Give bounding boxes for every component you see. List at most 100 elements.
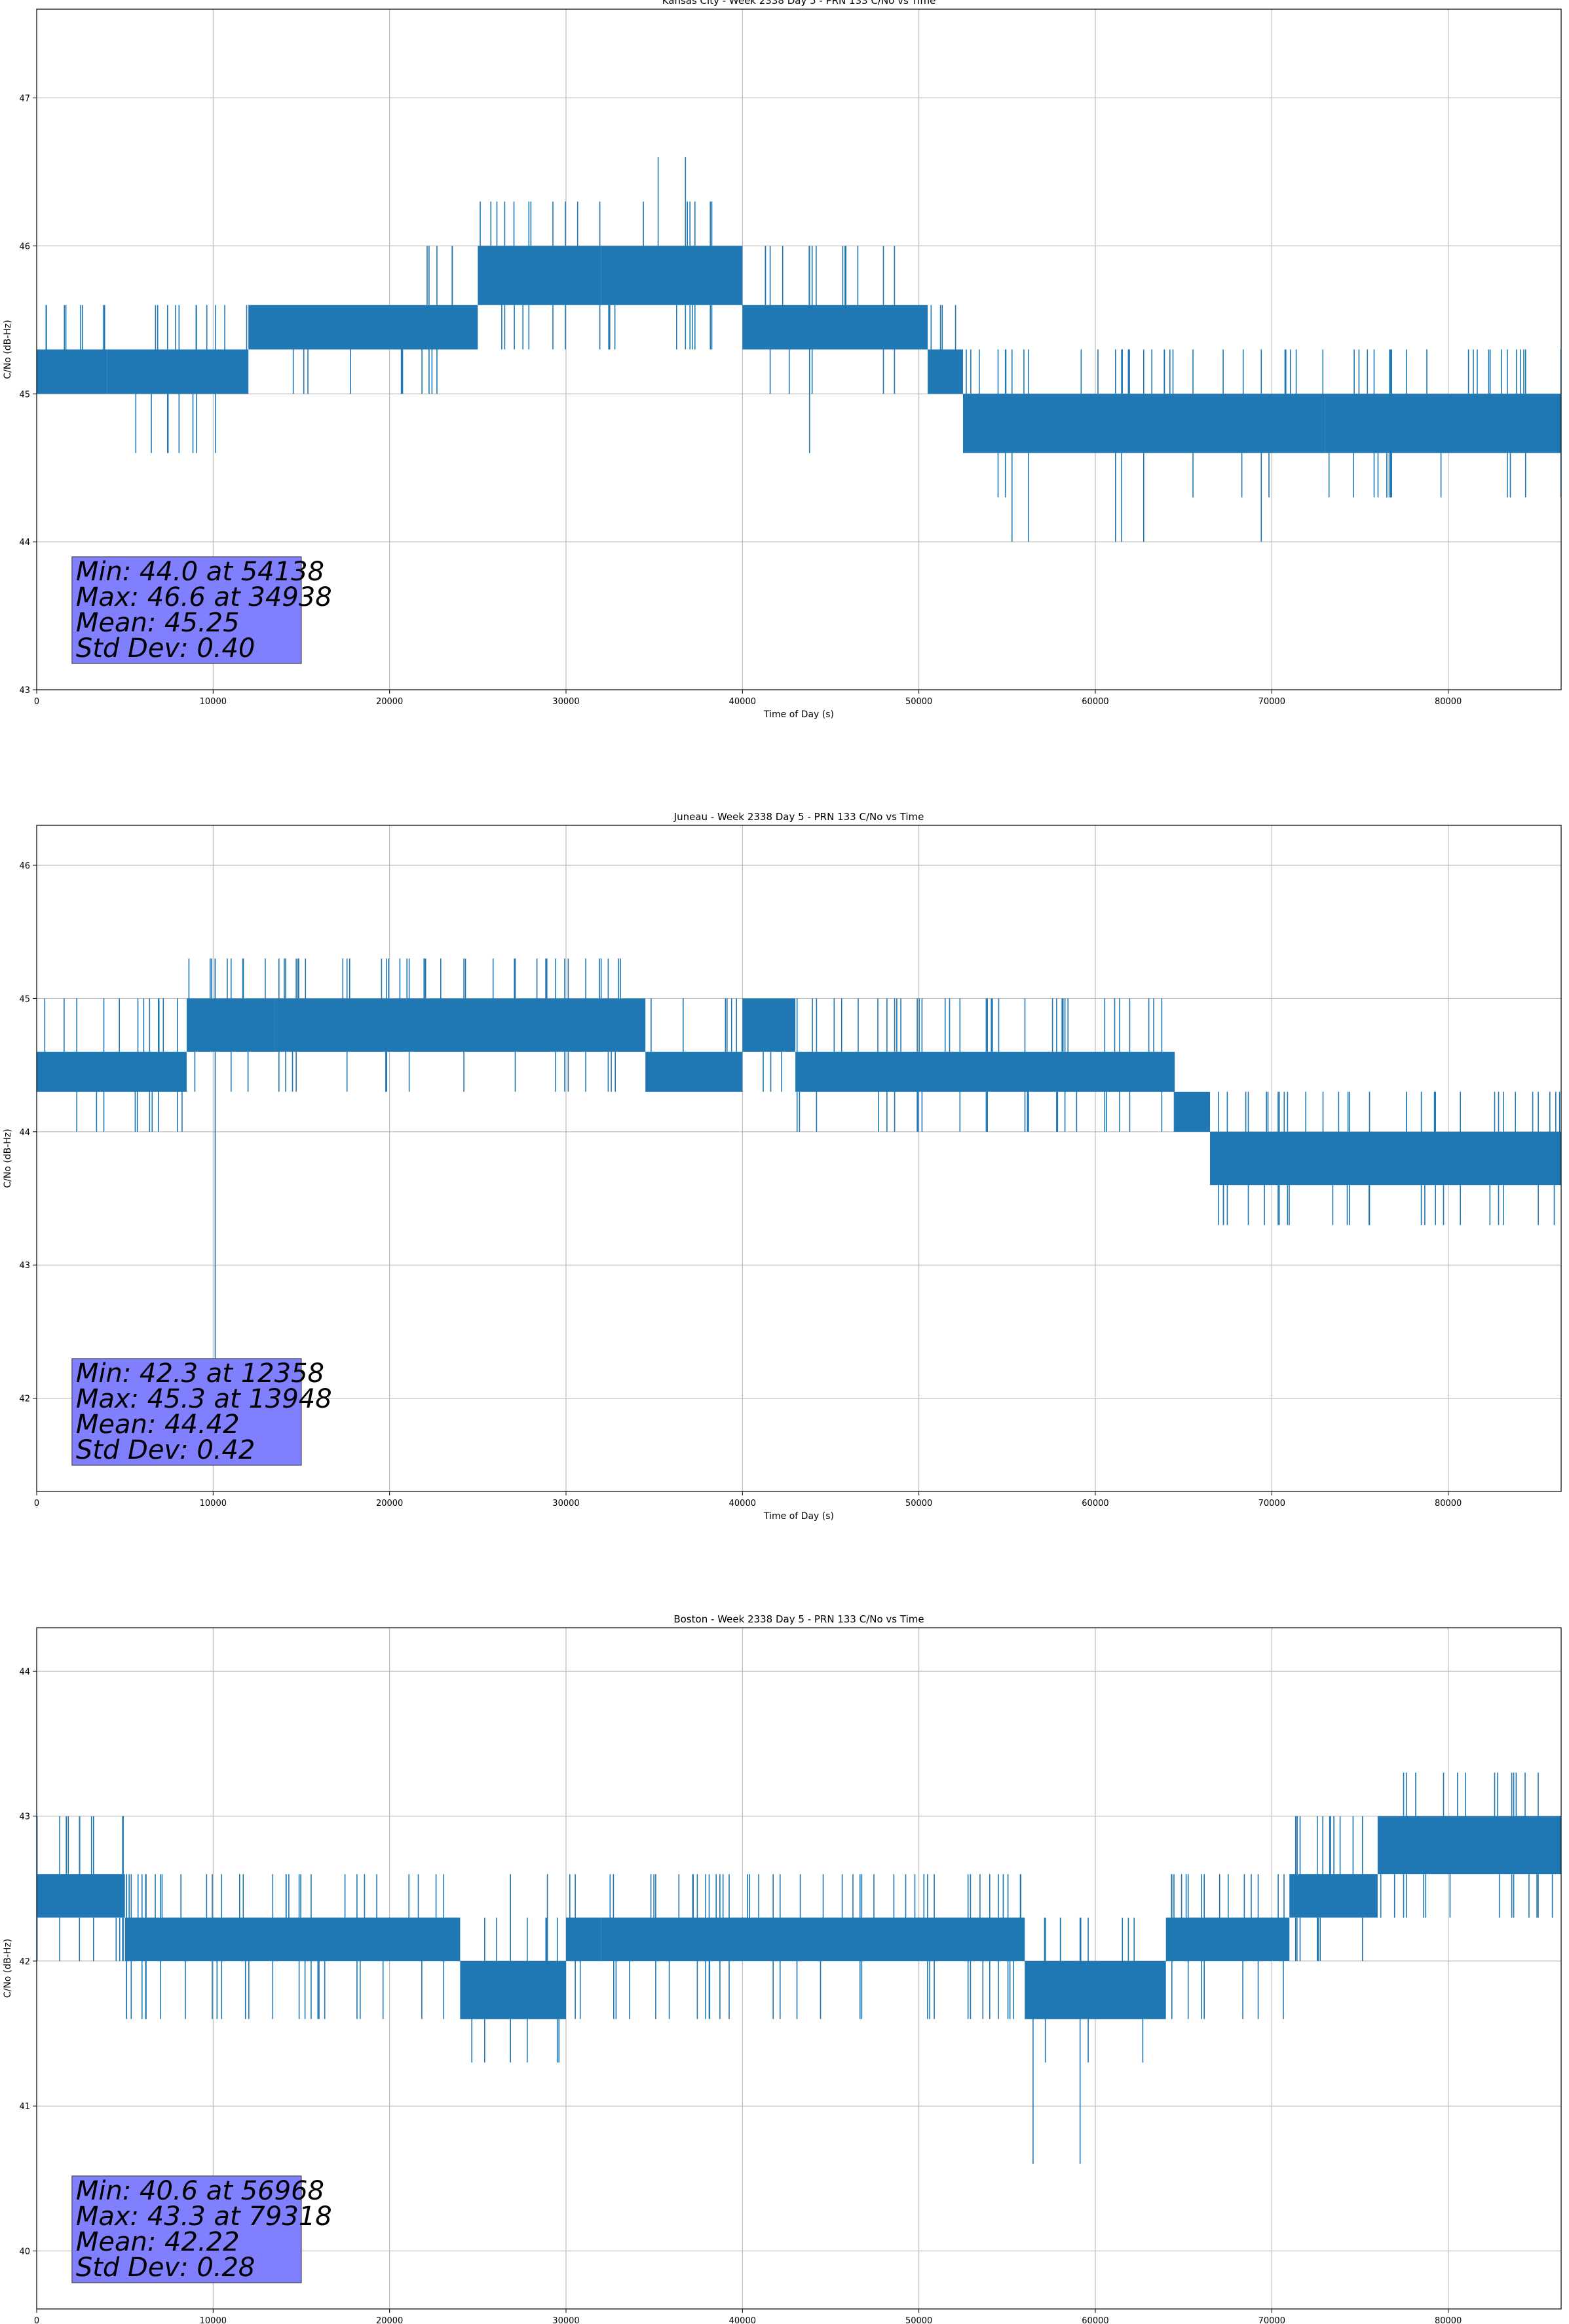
series-noise-1 bbox=[126, 1874, 445, 2019]
y-tick-label-4: 44 bbox=[19, 1667, 30, 1677]
series-line bbox=[37, 958, 1561, 1359]
stats-line-3: Mean: 44.42 bbox=[76, 1410, 240, 1440]
chart-panel-3: Boston - Week 2338 Day 5 - PRN 133 C/No … bbox=[3, 1613, 1562, 2324]
series-noise-2 bbox=[471, 1874, 559, 2063]
stats-line-4: Std Dev: 0.42 bbox=[76, 1435, 255, 1465]
stats-line-2: Max: 45.3 at 13948 bbox=[76, 1384, 332, 1414]
chart-title: Boston - Week 2338 Day 5 - PRN 133 C/No … bbox=[673, 1613, 924, 1625]
y-tick-label-4: 47 bbox=[19, 94, 30, 104]
series-band-3 bbox=[645, 1051, 743, 1092]
stats-line-3: Mean: 45.25 bbox=[76, 608, 240, 638]
x-tick-label-3: 30000 bbox=[552, 2316, 579, 2324]
series-noise-0 bbox=[45, 305, 105, 350]
series-band-7 bbox=[1289, 1874, 1378, 1918]
y-tick-label-4: 46 bbox=[19, 861, 30, 871]
series-noise-8 bbox=[930, 305, 956, 350]
series-band-0 bbox=[37, 1874, 125, 1918]
series-band-6 bbox=[1175, 1091, 1211, 1132]
series-line bbox=[37, 157, 1561, 542]
series-noise-9 bbox=[966, 349, 1324, 542]
x-tick-label-1: 10000 bbox=[200, 1499, 227, 1509]
x-tick-label-4: 40000 bbox=[729, 2316, 756, 2324]
y-tick-label-1: 44 bbox=[19, 538, 30, 548]
series-band-9 bbox=[962, 394, 1325, 453]
stats-box bbox=[71, 2175, 302, 2283]
series-noise-0 bbox=[44, 998, 183, 1132]
x-tick-label-0: 0 bbox=[34, 1499, 39, 1509]
stats-line-2: Max: 46.6 at 34938 bbox=[76, 582, 332, 612]
series-band-5 bbox=[601, 246, 690, 305]
series-band-4 bbox=[478, 246, 601, 305]
series-band-4 bbox=[601, 1917, 1025, 1961]
series-noise-5 bbox=[796, 998, 1175, 1132]
x-tick-label-5: 50000 bbox=[905, 697, 932, 707]
series-noise-3 bbox=[569, 1874, 581, 2019]
stats-box bbox=[71, 1358, 302, 1466]
x-tick-label-8: 80000 bbox=[1435, 697, 1462, 707]
series-band-8 bbox=[928, 349, 963, 394]
stats-box bbox=[71, 556, 302, 664]
stats-line-1: Min: 44.0 at 54138 bbox=[76, 557, 324, 587]
series-noise-3 bbox=[651, 998, 737, 1052]
x-tick-label-2: 20000 bbox=[376, 2316, 403, 2324]
x-tick-label-6: 60000 bbox=[1082, 697, 1108, 707]
x-tick-label-7: 70000 bbox=[1258, 2316, 1285, 2324]
x-tick-label-1: 10000 bbox=[200, 2316, 227, 2324]
series-band-8 bbox=[1377, 1816, 1561, 1875]
y-tick-label-2: 42 bbox=[19, 1957, 30, 1967]
series-noise-6 bbox=[1171, 1874, 1285, 2019]
y-tick-label-3: 46 bbox=[19, 242, 30, 252]
stats-line-1: Min: 40.6 at 56968 bbox=[76, 2176, 324, 2206]
series-band-1 bbox=[186, 998, 275, 1052]
series-band-5 bbox=[795, 1051, 1175, 1092]
series-band-7 bbox=[1210, 1131, 1561, 1186]
series-noise-7 bbox=[1295, 1816, 1363, 1961]
series-noise-8 bbox=[1380, 1772, 1553, 1918]
x-tick-label-7: 70000 bbox=[1258, 697, 1285, 707]
x-tick-label-5: 50000 bbox=[905, 2316, 932, 2324]
series-band-4 bbox=[742, 998, 796, 1052]
x-tick-label-6: 60000 bbox=[1082, 2316, 1108, 2324]
series-band-1 bbox=[124, 1917, 461, 1961]
x-tick-label-8: 80000 bbox=[1435, 1499, 1462, 1509]
x-tick-label-7: 70000 bbox=[1258, 1499, 1285, 1509]
series-noise-1 bbox=[188, 958, 266, 1359]
x-tick-label-8: 80000 bbox=[1435, 2316, 1462, 2324]
series-band-5 bbox=[1025, 1960, 1166, 2019]
series-noise-4 bbox=[480, 201, 601, 350]
series-noise-4 bbox=[609, 1874, 1021, 2019]
series-band-0 bbox=[37, 1051, 187, 1092]
chart-title: Juneau - Week 2338 Day 5 - PRN 133 C/No … bbox=[673, 811, 924, 823]
y-axis-label: C/No (dB-Hz) bbox=[3, 1129, 13, 1188]
y-tick-label-0: 43 bbox=[19, 686, 30, 696]
y-tick-label-0: 40 bbox=[19, 2247, 30, 2257]
y-tick-label-3: 43 bbox=[19, 1812, 30, 1822]
stats-line-4: Std Dev: 0.40 bbox=[76, 633, 255, 664]
series-noise-7 bbox=[765, 246, 896, 453]
series-noise-2 bbox=[278, 958, 621, 1092]
chart-panel-2: Juneau - Week 2338 Day 5 - PRN 133 C/No … bbox=[3, 811, 1562, 1522]
y-tick-label-2: 44 bbox=[19, 1128, 30, 1138]
series-band-10 bbox=[1325, 394, 1561, 453]
series-noise-4 bbox=[763, 1051, 782, 1092]
series-band-2 bbox=[274, 998, 646, 1052]
y-tick-label-2: 45 bbox=[19, 390, 30, 400]
chart-panel-1: Kansas City - Week 2338 Day 5 - PRN 133 … bbox=[3, 0, 1562, 720]
x-tick-label-4: 40000 bbox=[729, 1499, 756, 1509]
series-band-2 bbox=[460, 1960, 566, 2019]
stats-line-3: Mean: 42.22 bbox=[76, 2227, 240, 2257]
x-tick-label-0: 0 bbox=[34, 2316, 39, 2324]
chart-title: Kansas City - Week 2338 Day 5 - PRN 133 … bbox=[662, 0, 936, 7]
series-noise-7 bbox=[1218, 1091, 1560, 1226]
y-axis-label: C/No (dB-Hz) bbox=[3, 1939, 13, 1998]
series-noise-2 bbox=[292, 349, 423, 394]
x-axis-label: Time of Day (s) bbox=[763, 709, 834, 720]
series-band-3 bbox=[425, 305, 478, 350]
series-noise-5 bbox=[1032, 1917, 1144, 2164]
x-tick-label-0: 0 bbox=[34, 697, 39, 707]
x-tick-label-5: 50000 bbox=[905, 1499, 932, 1509]
series-noise-5 bbox=[608, 157, 688, 350]
series-band-1 bbox=[107, 349, 249, 394]
y-axis-label: C/No (dB-Hz) bbox=[3, 320, 13, 379]
series-band-3 bbox=[565, 1917, 601, 1961]
